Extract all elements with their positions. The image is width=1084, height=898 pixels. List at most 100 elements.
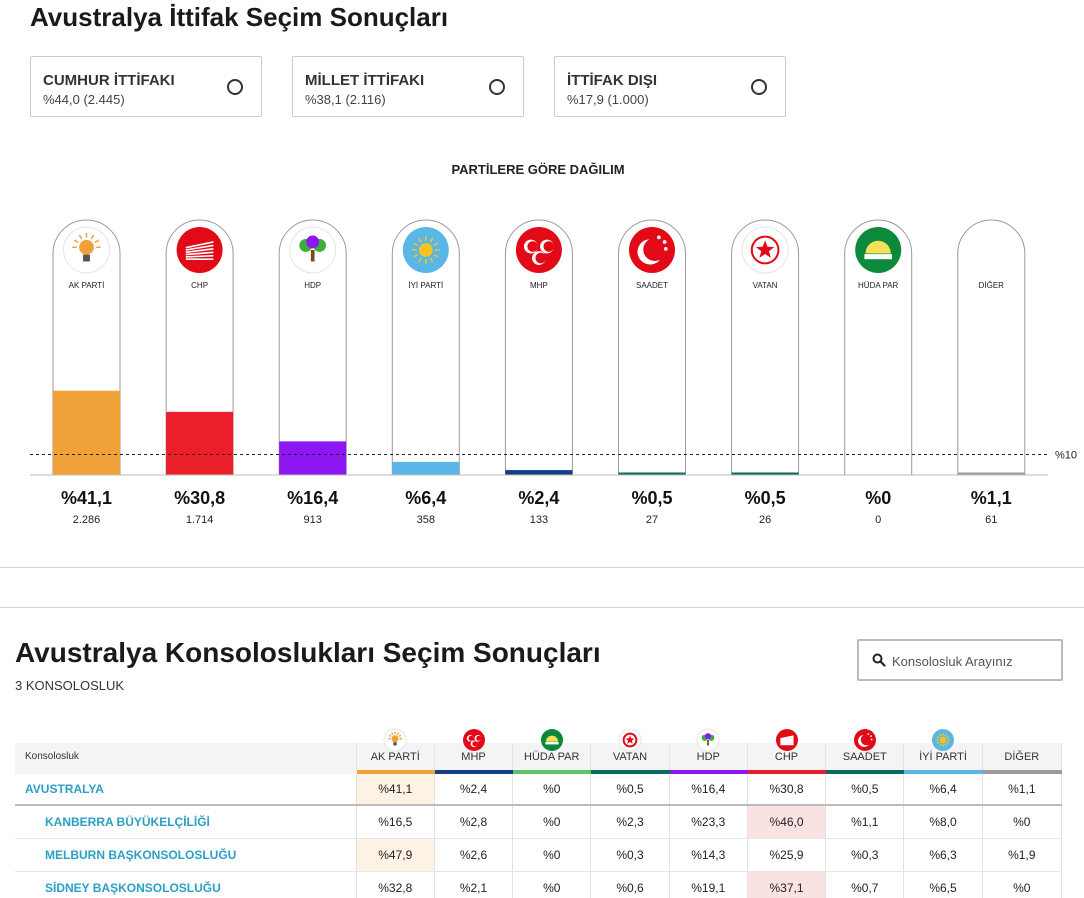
mhp-logo-icon — [462, 729, 485, 751]
saadet-logo-icon — [629, 227, 675, 273]
party-name: HÜDA PAR — [858, 281, 899, 290]
vote-count-label: 26 — [759, 514, 771, 526]
result-cell-vatan: %0,6 — [590, 871, 670, 898]
result-cell-hdp: %19,1 — [669, 871, 748, 898]
party-column-vatan: VATAN %0,5 26 — [731, 219, 800, 526]
saadet-logo-icon — [853, 729, 876, 751]
column-logo-cell — [513, 716, 591, 751]
consulate-name-link[interactable]: SİDNEY BAŞKONSOLOSLUĞU — [15, 871, 357, 898]
consulate-name-link[interactable]: MELBURN BAŞKONSOLOSLUĞU — [15, 838, 357, 872]
column-header-diger[interactable]: DİĞER — [982, 743, 1063, 774]
result-cell-diger: %0 — [982, 805, 1063, 839]
percent-label: %30,8 — [174, 488, 225, 508]
table-row[interactable]: SİDNEY BAŞKONSOLOSLUĞU %32,8 %2,1 %0 %0,6 %19… — [15, 871, 1063, 898]
result-cell-vatan: %0,3 — [590, 838, 670, 872]
consulate-search-box[interactable] — [857, 639, 1063, 681]
bar-ak-parti — [53, 390, 120, 475]
result-cell-mhp: %2,8 — [434, 805, 514, 839]
percent-label: %1,1 — [971, 488, 1012, 508]
bar-mhp — [505, 470, 573, 475]
bar-chp — [166, 411, 234, 475]
result-cell-huda-par: %0 — [512, 805, 592, 839]
bar-iyi-parti — [392, 461, 460, 475]
party-column-iyi-parti: İYİ PARTİ %6,4 358 — [391, 219, 460, 526]
party-column-ak-parti: AK PARTİ %41,1 2.286 — [52, 219, 121, 526]
result-cell-ak-parti: %32,8 — [356, 871, 435, 898]
result-cell-mhp: %2,4 — [434, 772, 514, 806]
table-row[interactable]: KANBERRA BÜYÜKELÇİLİĞİ %16,5 %2,8 %0 %2,3 %23… — [15, 805, 1063, 839]
mhp-logo-icon — [515, 227, 562, 273]
result-cell-diger: %1,1 — [982, 772, 1063, 806]
party-name: DİĞER — [979, 281, 1005, 290]
result-cell-hdp: %14,3 — [669, 838, 748, 872]
party-name: İYİ PARTİ — [408, 281, 443, 290]
result-cell-chp: %37,1 — [747, 871, 827, 898]
table-row[interactable]: AVUSTRALYA %41,1 %2,4 %0 %0,5 %16,4 %30,8 %0,5%… — [15, 772, 1063, 806]
column-header-consulate: Konsolosluk — [15, 743, 357, 774]
alliance-option-ittifak-disi[interactable]: İTTİFAK DIŞI %17,9 (1.000) — [554, 56, 786, 117]
bar-saadet — [618, 472, 686, 475]
ak-parti-logo-icon — [63, 226, 110, 274]
percent-label: %2,4 — [518, 488, 559, 508]
bar-diger — [957, 472, 1025, 475]
hdp-logo-icon — [289, 226, 337, 274]
table-row[interactable]: MELBURN BAŞKONSOLOSLUĞU %47,9 %2,6 %0 %0,3 %1… — [15, 838, 1063, 872]
result-cell-iyi-parti: %6,3 — [903, 838, 983, 872]
percent-label: %0,5 — [631, 488, 672, 508]
logo-spacer — [15, 716, 356, 743]
result-cell-vatan: %0,5 — [590, 772, 670, 806]
result-cell-chp: %25,9 — [747, 838, 827, 872]
party-name: HDP — [304, 281, 321, 290]
alliance-option-millet[interactable]: MİLLET İTTİFAKI %38,1 (2.116) — [292, 56, 524, 117]
consulate-name-link[interactable]: AVUSTRALYA — [15, 772, 357, 806]
result-cell-hdp: %23,3 — [669, 805, 748, 839]
radio-button[interactable] — [489, 79, 505, 95]
party-capsule — [957, 219, 1026, 475]
iyi-parti-logo-icon — [402, 227, 449, 273]
alliance-value: %17,9 (1.000) — [567, 92, 649, 107]
result-cell-saadet: %1,1 — [825, 805, 905, 839]
vote-count-label: 358 — [417, 514, 435, 526]
threshold-label: %10 — [1055, 450, 1077, 462]
result-cell-vatan: %2,3 — [590, 805, 670, 839]
result-cell-huda-par: %0 — [512, 772, 592, 806]
party-capsule — [504, 219, 573, 475]
consulate-name-link[interactable]: KANBERRA BÜYÜKELÇİLİĞİ — [15, 805, 357, 839]
percent-label: %41,1 — [61, 488, 112, 508]
consulates-title: Avustralya Konsoloslukları Seçim Sonuçla… — [15, 637, 601, 668]
result-cell-hdp: %16,4 — [669, 772, 748, 806]
chp-logo-icon — [775, 729, 798, 751]
party-column-huda-par: HÜDA PAR %0 0 — [844, 219, 913, 526]
alliance-name: CUMHUR İTTİFAKI — [43, 72, 175, 89]
search-icon — [872, 653, 886, 667]
iyi-parti-logo-icon — [932, 729, 955, 751]
bar-vatan — [731, 472, 799, 475]
consulates-count: 3 KONSOLOSLUK — [15, 678, 125, 693]
column-logo-cell — [826, 716, 904, 751]
party-column-mhp: MHP %2,4 133 — [504, 219, 573, 526]
party-capsule — [391, 219, 460, 475]
column-header-ak-parti[interactable]: AK PARTİ — [356, 743, 435, 774]
chp-logo-icon — [176, 227, 223, 273]
party-column-chp: CHP %30,8 1.714 — [165, 219, 234, 526]
percent-label: %0,5 — [745, 488, 786, 508]
result-cell-iyi-parti: %6,4 — [903, 772, 983, 806]
vote-count-label: 2.286 — [73, 514, 101, 526]
alliance-option-cumhur[interactable]: CUMHUR İTTİFAKI %44,0 (2.445) — [30, 56, 262, 117]
radio-button[interactable] — [227, 79, 243, 95]
vote-count-label: 61 — [985, 514, 997, 526]
result-cell-mhp: %2,6 — [434, 838, 514, 872]
column-logo-cell — [747, 716, 825, 751]
result-cell-ak-parti: %47,9 — [356, 838, 435, 872]
vote-count-label: 0 — [875, 514, 881, 526]
result-cell-huda-par: %0 — [512, 838, 592, 872]
radio-button[interactable] — [751, 79, 767, 95]
section-divider — [0, 607, 1084, 608]
consulate-search-input[interactable] — [892, 651, 1052, 671]
party-capsule — [278, 219, 347, 475]
column-logo-cell — [434, 716, 512, 751]
hdp-logo-icon — [696, 728, 720, 752]
alliance-name: MİLLET İTTİFAKI — [305, 72, 425, 89]
party-name: AK PARTİ — [69, 281, 105, 290]
party-name: CHP — [191, 281, 208, 290]
